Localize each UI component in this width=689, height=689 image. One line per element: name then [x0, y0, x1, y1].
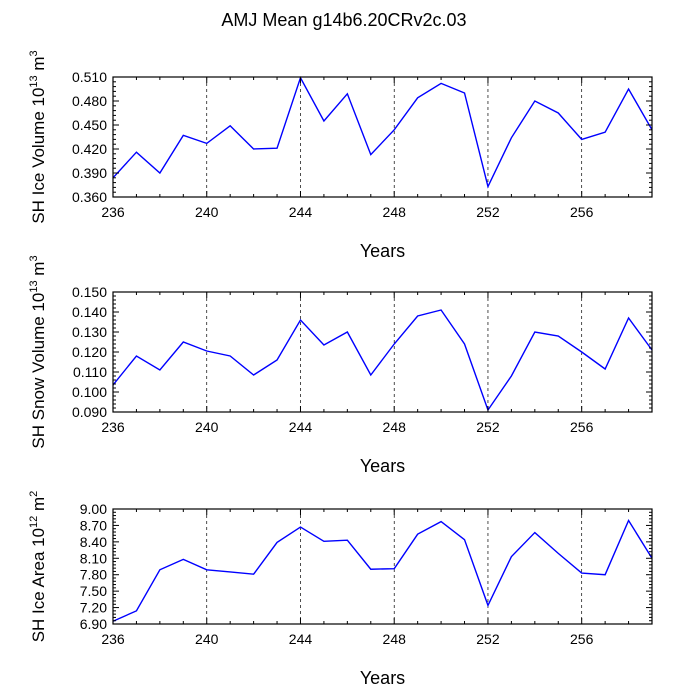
y-tick-label: 0.450	[72, 117, 107, 133]
y-tick-label: 0.510	[72, 69, 107, 85]
panel-ice-area: 236 240 244 248 252 2566.907.207.507.808.108.…	[28, 491, 653, 688]
x-axis-label: Years	[360, 668, 405, 688]
x-axis-label: Years	[360, 456, 405, 476]
x-tick-label: 252	[476, 631, 500, 647]
x-tick-label: 240	[195, 419, 219, 435]
x-tick-label: 244	[289, 419, 313, 435]
y-tick-label: 8.10	[80, 550, 107, 566]
x-tick-label: 240	[195, 631, 219, 647]
y-tick-label: 0.360	[72, 189, 107, 205]
y-axis-label: SH Snow Volume 1013 m3	[28, 255, 48, 448]
panel-ice-volume: 236 240 244 248 252 256 0.360 0.390 0.420 0.450 0.…	[28, 50, 653, 261]
y-axis-label: SH Ice Volume 1013 m3	[28, 50, 48, 223]
plot-frame	[112, 76, 653, 198]
series-line	[112, 76, 653, 189]
x-tick-label: 248	[383, 204, 407, 220]
plot-frame	[112, 291, 653, 413]
y-tick-label: 8.40	[80, 534, 107, 550]
y-tick-label: 0.420	[72, 141, 107, 157]
y-tick-label: 0.150	[72, 284, 107, 300]
series-line	[112, 518, 653, 622]
x-axis-label: Years	[360, 241, 405, 261]
x-tick-label: 236	[101, 204, 125, 220]
y-tick-label: 9.00	[80, 501, 107, 517]
x-tick-label: 256	[570, 419, 594, 435]
x-tick-label: 236	[101, 631, 125, 647]
y-tick-label: 8.70	[80, 517, 107, 533]
x-tick-label: 256	[570, 204, 594, 220]
x-tick-label: 256	[570, 631, 594, 647]
y-tick-label: 0.120	[72, 344, 107, 360]
y-tick-label: 0.110	[73, 364, 107, 380]
x-tick-label: 244	[289, 631, 313, 647]
y-tick-label: 0.100	[72, 384, 107, 400]
y-tick-label: 0.480	[72, 93, 107, 109]
y-tick-label: 6.90	[80, 616, 107, 632]
x-tick-label: 252	[476, 419, 500, 435]
panel-snow-volume: 236 240 244 248 252 256 0.090 0.100 0.110 0.120 0.…	[28, 255, 653, 476]
y-tick-label: 7.80	[80, 567, 107, 583]
x-tick-label: 236	[101, 419, 125, 435]
x-tick-label: 252	[476, 204, 500, 220]
y-tick-label: 0.390	[72, 165, 107, 181]
y-axis-label: SH Ice Area 1012 m2	[28, 491, 48, 643]
x-tick-label: 244	[289, 204, 313, 220]
series-line	[112, 309, 653, 412]
chart-title: AMJ Mean g14b6.20CRv2c.03	[221, 10, 466, 30]
y-tick-label: 7.20	[80, 600, 107, 616]
x-tick-label: 248	[383, 419, 407, 435]
x-tick-label: 240	[195, 204, 219, 220]
y-tick-label: 7.50	[80, 583, 107, 599]
x-tick-label: 248	[383, 631, 407, 647]
y-tick-label: 0.130	[72, 324, 107, 340]
plot-frame	[112, 508, 653, 625]
y-tick-label: 0.090	[72, 404, 107, 420]
y-tick-label: 0.140	[72, 304, 107, 320]
